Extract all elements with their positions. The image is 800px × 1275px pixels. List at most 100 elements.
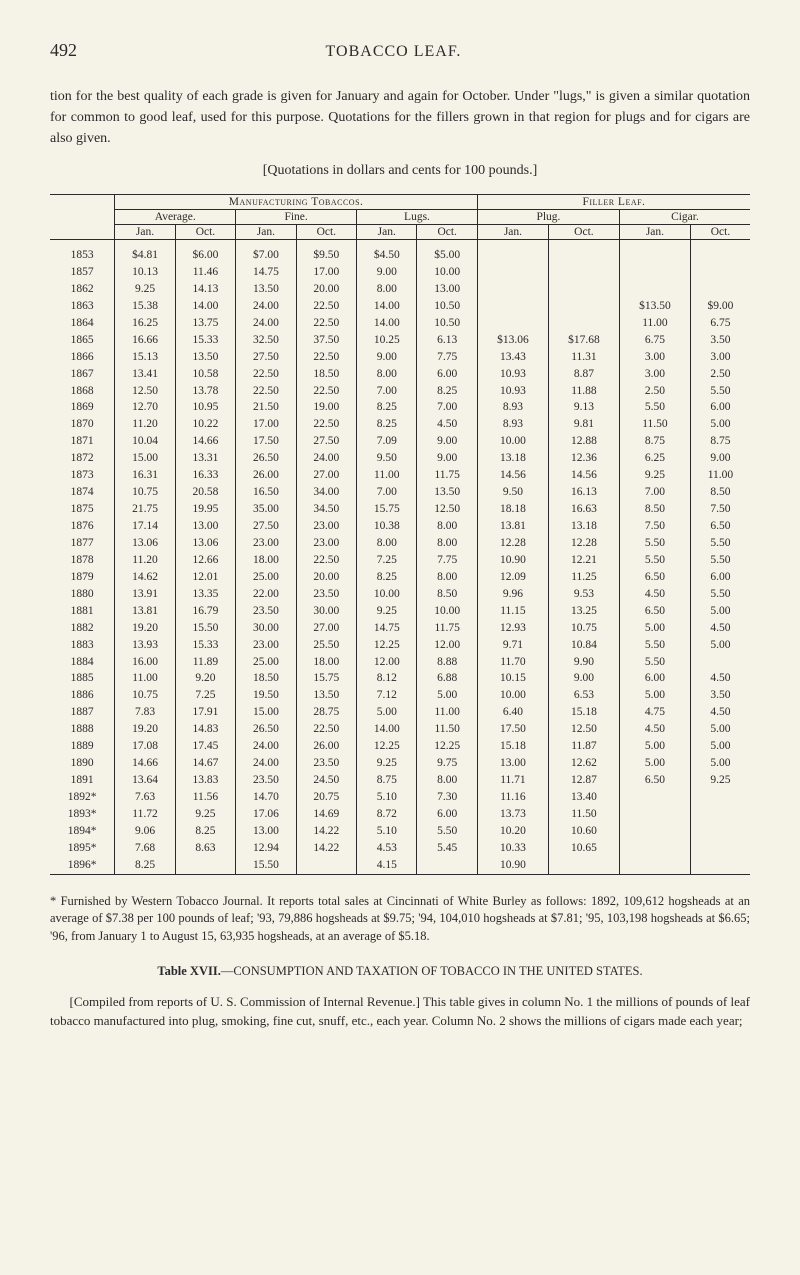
year-cell: 1894* bbox=[50, 823, 115, 840]
lugs_jan-cell: 5.10 bbox=[357, 823, 417, 840]
avg_jan-cell: 13.64 bbox=[115, 772, 175, 789]
fine_jan-cell: 15.00 bbox=[236, 704, 296, 721]
lugs_oct-cell: 10.00 bbox=[417, 264, 477, 281]
fine_oct-cell: 22.50 bbox=[296, 349, 356, 366]
plug_jan-cell bbox=[477, 264, 548, 281]
cigar_jan-cell: 6.75 bbox=[619, 332, 690, 349]
table-row: 188819.2014.8326.5022.5014.0011.5017.501… bbox=[50, 721, 750, 738]
jan-header: Jan. bbox=[236, 225, 296, 240]
fine_oct-cell: 13.50 bbox=[296, 687, 356, 704]
lugs_oct-cell: 10.00 bbox=[417, 603, 477, 620]
lugs_oct-cell: 8.00 bbox=[417, 535, 477, 552]
plug_jan-cell: 11.70 bbox=[477, 654, 548, 671]
fine_oct-cell: 22.50 bbox=[296, 315, 356, 332]
cigar_jan-cell: 5.50 bbox=[619, 637, 690, 654]
caption-prefix: Table XVII. bbox=[157, 964, 220, 978]
lugs_oct-cell: 6.13 bbox=[417, 332, 477, 349]
lugs_jan-cell: 8.25 bbox=[357, 569, 417, 586]
cigar_oct-cell: 9.25 bbox=[690, 772, 750, 789]
fine_oct-cell: 27.50 bbox=[296, 433, 356, 450]
cigar_oct-cell: 7.50 bbox=[690, 501, 750, 518]
plug_jan-cell bbox=[477, 240, 548, 264]
avg_jan-cell: 16.25 bbox=[115, 315, 175, 332]
avg_jan-cell: 10.75 bbox=[115, 484, 175, 501]
lugs_oct-cell: 11.75 bbox=[417, 620, 477, 637]
table-row: 187914.6212.0125.0020.008.258.0012.0911.… bbox=[50, 569, 750, 586]
lugs_jan-cell: 8.00 bbox=[357, 281, 417, 298]
plug_jan-cell: 10.00 bbox=[477, 687, 548, 704]
table-row: 187410.7520.5816.5034.007.0013.509.5016.… bbox=[50, 484, 750, 501]
avg_jan-cell: 9.06 bbox=[115, 823, 175, 840]
year-cell: 1893* bbox=[50, 806, 115, 823]
avg_oct-cell: 9.20 bbox=[175, 670, 235, 687]
cigar_oct-cell: 5.00 bbox=[690, 637, 750, 654]
lugs_oct-cell: 9.00 bbox=[417, 450, 477, 467]
table-row: 188013.9113.3522.0023.5010.008.509.969.5… bbox=[50, 586, 750, 603]
fine_jan-cell: 18.50 bbox=[236, 670, 296, 687]
year-cell: 1864 bbox=[50, 315, 115, 332]
plug_oct-cell bbox=[548, 857, 619, 874]
lugs_oct-cell: 6.00 bbox=[417, 366, 477, 383]
cigar_jan-cell: 11.50 bbox=[619, 416, 690, 433]
avg_oct-cell: 15.33 bbox=[175, 332, 235, 349]
plug_jan-cell: 12.28 bbox=[477, 535, 548, 552]
lugs_jan-cell: 14.00 bbox=[357, 298, 417, 315]
lugs_oct-cell: 11.00 bbox=[417, 704, 477, 721]
plug_oct-cell bbox=[548, 298, 619, 315]
cigar_jan-cell: $13.50 bbox=[619, 298, 690, 315]
fine_oct-cell: 20.00 bbox=[296, 569, 356, 586]
lugs_oct-cell: 8.25 bbox=[417, 383, 477, 400]
lugs_jan-cell: 9.00 bbox=[357, 349, 417, 366]
table-row: 188313.9315.3323.0025.5012.2512.009.7110… bbox=[50, 637, 750, 654]
fine_jan-cell: 14.70 bbox=[236, 789, 296, 806]
avg_oct-cell: 11.46 bbox=[175, 264, 235, 281]
cigar_oct-cell: 4.50 bbox=[690, 620, 750, 637]
table-row: 188610.757.2519.5013.507.125.0010.006.53… bbox=[50, 687, 750, 704]
lugs_oct-cell: 12.00 bbox=[417, 637, 477, 654]
cigar_jan-cell: 3.00 bbox=[619, 366, 690, 383]
fine_oct-cell: 22.50 bbox=[296, 416, 356, 433]
plug_oct-cell: 9.13 bbox=[548, 399, 619, 416]
fine_jan-cell: 23.50 bbox=[236, 772, 296, 789]
average-header: Average. bbox=[115, 210, 236, 225]
fine_jan-cell: 15.50 bbox=[236, 857, 296, 874]
plug_oct-cell: 11.31 bbox=[548, 349, 619, 366]
cigar_jan-cell: 4.50 bbox=[619, 586, 690, 603]
plug_oct-cell bbox=[548, 240, 619, 264]
cigar_jan-cell: 8.50 bbox=[619, 501, 690, 518]
fine_oct-cell: 22.50 bbox=[296, 721, 356, 738]
cigar_jan-cell: 3.00 bbox=[619, 349, 690, 366]
tobacco-quotations-table: Manufacturing Tobaccos. Filler Leaf. Ave… bbox=[50, 194, 750, 875]
table-row: 187811.2012.6618.0022.507.257.7510.9012.… bbox=[50, 552, 750, 569]
year-cell: 1879 bbox=[50, 569, 115, 586]
jan-header: Jan. bbox=[115, 225, 175, 240]
fine_oct-cell: 23.00 bbox=[296, 518, 356, 535]
fine_oct-cell: 23.50 bbox=[296, 755, 356, 772]
fine_oct-cell: 14.22 bbox=[296, 823, 356, 840]
lugs_jan-cell: 4.53 bbox=[357, 840, 417, 857]
cigar_jan-cell: 6.00 bbox=[619, 670, 690, 687]
fine_oct-cell: 22.50 bbox=[296, 298, 356, 315]
year-cell: 1883 bbox=[50, 637, 115, 654]
table-row: 187713.0613.0623.0023.008.008.0012.2812.… bbox=[50, 535, 750, 552]
fine_jan-cell: 17.00 bbox=[236, 416, 296, 433]
oct-header: Oct. bbox=[548, 225, 619, 240]
plug_oct-cell: 13.40 bbox=[548, 789, 619, 806]
lugs_jan-cell: 8.25 bbox=[357, 416, 417, 433]
plug_jan-cell: 8.93 bbox=[477, 416, 548, 433]
plug_jan-cell: $13.06 bbox=[477, 332, 548, 349]
avg_oct-cell: 14.00 bbox=[175, 298, 235, 315]
fine_oct-cell: $9.50 bbox=[296, 240, 356, 264]
plug_oct-cell bbox=[548, 281, 619, 298]
cigar_jan-cell: 5.50 bbox=[619, 654, 690, 671]
plug_oct-cell: 11.88 bbox=[548, 383, 619, 400]
table-row: 188511.009.2018.5015.758.126.8810.159.00… bbox=[50, 670, 750, 687]
cigar_jan-cell: 5.50 bbox=[619, 552, 690, 569]
plug_oct-cell: 16.13 bbox=[548, 484, 619, 501]
avg_jan-cell: 14.62 bbox=[115, 569, 175, 586]
table-row: 18629.2514.1313.5020.008.0013.00 bbox=[50, 281, 750, 298]
plug_jan-cell: 13.00 bbox=[477, 755, 548, 772]
avg_oct-cell: 12.01 bbox=[175, 569, 235, 586]
avg_oct-cell: 10.22 bbox=[175, 416, 235, 433]
avg_jan-cell: 13.81 bbox=[115, 603, 175, 620]
